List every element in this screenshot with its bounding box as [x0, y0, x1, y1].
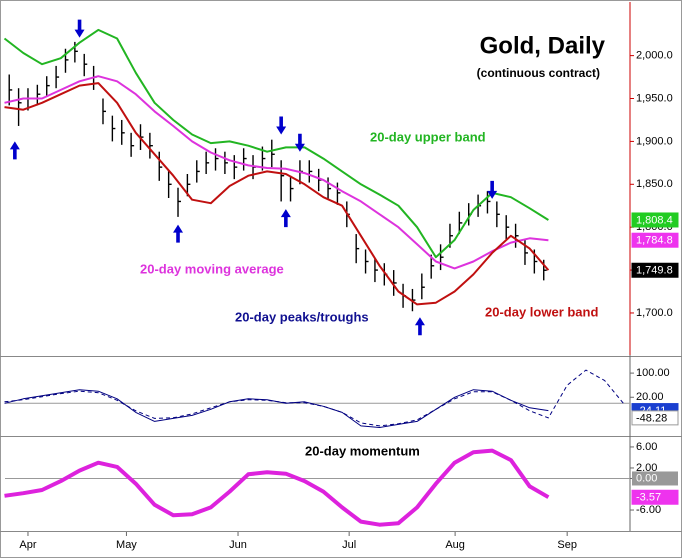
y-tick-label: 2,000.0 — [636, 50, 673, 62]
series-line — [4, 448, 550, 527]
last-value-label: 1,784.8 — [636, 235, 673, 247]
last-value-box — [631, 410, 679, 426]
series-line — [4, 75, 549, 270]
series-label: 20-day upper band — [370, 129, 486, 144]
chart-title: Gold, Daily — [480, 32, 606, 59]
cycle-arrow — [74, 19, 85, 38]
last-value-label: -48.28 — [636, 412, 667, 424]
cycle-arrow — [294, 133, 305, 152]
x-tick-label: Sep — [557, 539, 577, 551]
last-value-label: 1,749.8 — [636, 265, 673, 277]
series-label: 20-day momentum — [305, 443, 420, 458]
last-value-label: -3.57 — [636, 492, 661, 504]
cycle-label: 20-day peaks/troughs — [235, 309, 369, 324]
last-value-box — [631, 489, 679, 505]
last-value-box — [631, 262, 679, 278]
y-tick-label: 0.00 — [636, 472, 657, 484]
series-line — [3, 28, 549, 259]
series-line — [4, 82, 550, 306]
cycle-arrow — [280, 209, 291, 228]
series-line — [4, 369, 624, 427]
y-tick-label: 1,850.0 — [636, 178, 673, 190]
y-tick-label: 100.00 — [636, 367, 670, 379]
y-tick-label: 1,700.0 — [636, 307, 673, 319]
y-tick-label: 1,950.0 — [636, 92, 673, 104]
last-value-box — [631, 212, 679, 228]
last-value-label: 1,808.4 — [636, 214, 673, 226]
x-tick-label: Jun — [229, 539, 247, 551]
cycle-arrow — [173, 224, 184, 243]
y-tick-label: 6.00 — [636, 441, 657, 453]
cycle-arrow — [9, 141, 20, 160]
x-tick-label: Aug — [445, 539, 465, 551]
y-tick-label: 2.00 — [636, 462, 657, 474]
cycle-arrow — [276, 116, 287, 135]
series-label: 20-day moving average — [140, 261, 284, 276]
x-tick-label: Jul — [342, 539, 356, 551]
series-label: 20-day lower band — [485, 304, 598, 319]
chart-subtitle: (continuous contract) — [477, 66, 600, 80]
x-tick-label: May — [116, 539, 137, 551]
cycle-arrow — [487, 180, 498, 199]
cycle-arrow — [414, 317, 425, 336]
tick-box — [632, 471, 678, 486]
last-value-box — [631, 232, 679, 248]
y-tick-label: 1,900.0 — [636, 135, 673, 147]
x-tick-label: Apr — [19, 539, 36, 551]
y-tick-label: 20.00 — [636, 391, 664, 403]
y-tick-label: -6.00 — [636, 504, 661, 516]
